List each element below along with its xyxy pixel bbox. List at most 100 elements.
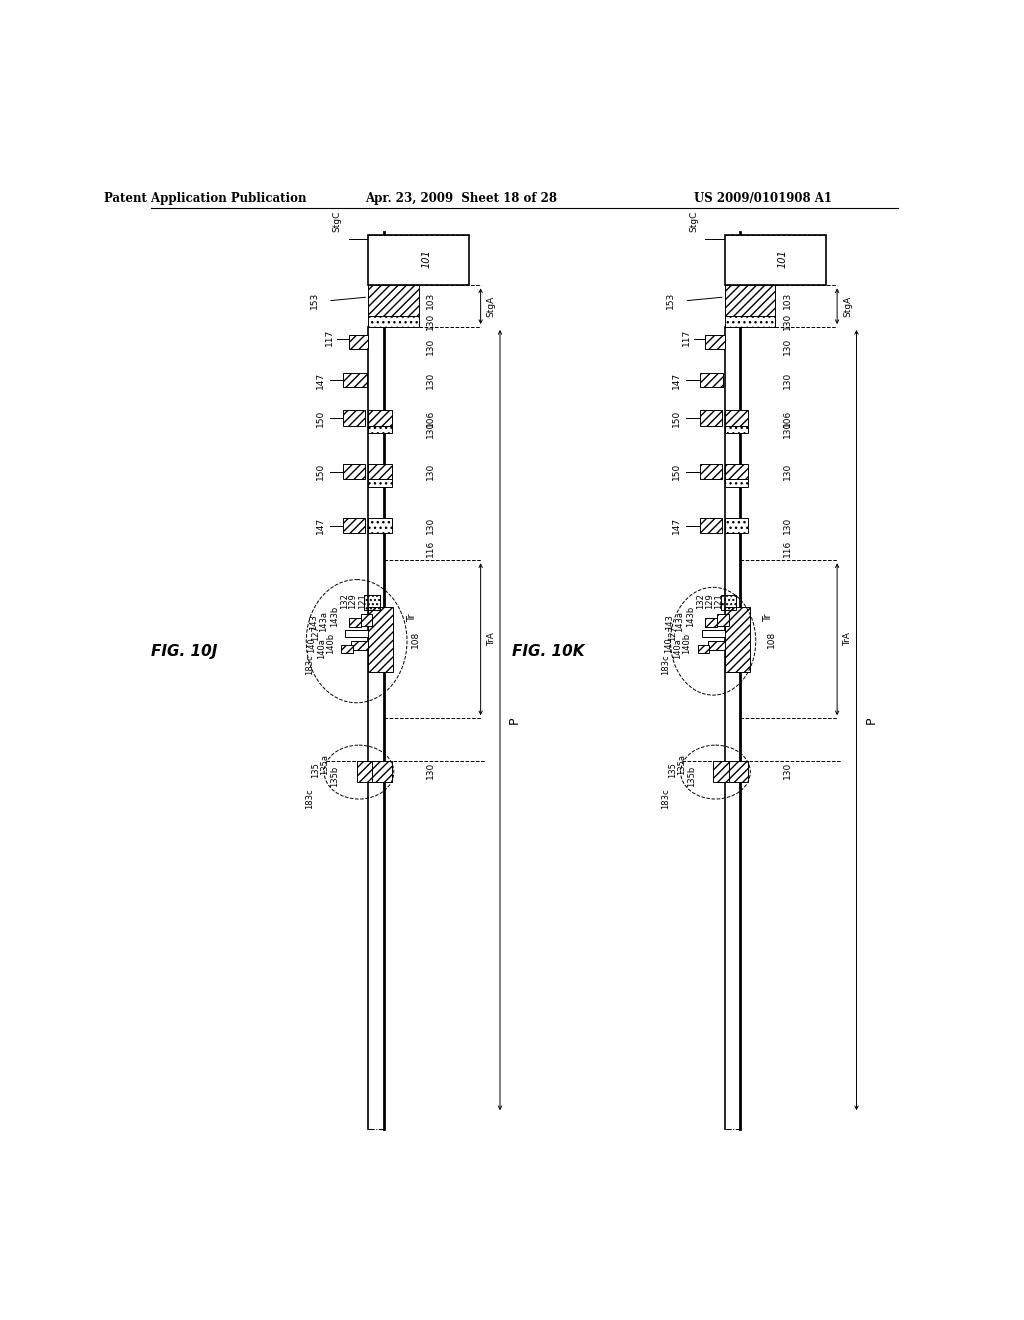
Text: TrA: TrA [486, 632, 496, 647]
Text: 117: 117 [325, 329, 334, 346]
Text: 132: 132 [696, 593, 706, 609]
Text: 147: 147 [315, 517, 325, 535]
Text: 135a: 135a [677, 754, 686, 775]
Bar [369, 479, 391, 487]
Text: 130: 130 [426, 517, 435, 535]
Text: 135: 135 [311, 763, 321, 779]
Bar [360, 614, 372, 626]
Text: 130: 130 [426, 762, 435, 779]
Bar [341, 645, 352, 653]
Bar [369, 235, 469, 285]
Text: FIG. 10K: FIG. 10K [512, 644, 585, 659]
Text: Tr: Tr [764, 614, 773, 622]
Text: 117: 117 [682, 329, 690, 346]
Text: 183c: 183c [305, 653, 314, 675]
Text: 116: 116 [426, 540, 435, 557]
Bar [725, 235, 825, 285]
Bar [349, 618, 360, 627]
Text: 143a: 143a [318, 611, 328, 632]
Text: 140b: 140b [326, 632, 335, 655]
Text: TrA: TrA [844, 632, 852, 647]
Text: 150: 150 [672, 463, 681, 480]
Bar [725, 760, 748, 781]
Text: 140a: 140a [316, 639, 326, 659]
Text: 130: 130 [783, 517, 792, 535]
Bar [343, 465, 366, 479]
Text: 132: 132 [340, 593, 349, 609]
Bar [700, 374, 723, 387]
Text: 121: 121 [714, 593, 723, 609]
Text: 135b: 135b [331, 766, 340, 787]
Text: 130: 130 [426, 313, 435, 330]
Bar [345, 630, 369, 638]
Text: 108: 108 [411, 631, 420, 648]
Bar [721, 595, 736, 610]
Bar [369, 411, 391, 425]
Text: 143b: 143b [686, 606, 695, 627]
Text: 183c: 183c [662, 789, 671, 809]
Text: P: P [508, 717, 521, 723]
Text: 103: 103 [426, 292, 435, 309]
Text: 183c: 183c [662, 653, 671, 675]
Bar [725, 425, 748, 433]
Bar [725, 411, 748, 425]
Bar [369, 465, 391, 479]
Text: 143: 143 [666, 614, 675, 630]
Text: 130: 130 [426, 421, 435, 438]
Bar [706, 618, 717, 627]
Bar [369, 317, 419, 327]
Text: 147: 147 [315, 372, 325, 388]
Bar [356, 760, 372, 781]
Bar [701, 630, 725, 638]
Text: 101: 101 [778, 249, 787, 268]
Text: 130: 130 [426, 463, 435, 480]
Text: FIG. 10J: FIG. 10J [152, 644, 218, 659]
Text: 103: 103 [783, 292, 792, 309]
Text: Apr. 23, 2009  Sheet 18 of 28: Apr. 23, 2009 Sheet 18 of 28 [366, 191, 557, 205]
Text: 130: 130 [783, 463, 792, 480]
Text: 183c: 183c [305, 789, 314, 809]
Bar [369, 760, 391, 781]
Bar [349, 335, 369, 348]
Text: 135a: 135a [321, 754, 330, 775]
Text: 121: 121 [357, 593, 367, 609]
Bar [700, 411, 722, 425]
Text: 143: 143 [309, 614, 317, 630]
Bar [343, 517, 366, 533]
Text: 140: 140 [307, 638, 316, 653]
Bar [369, 285, 419, 317]
Bar [700, 517, 722, 533]
Bar [365, 595, 380, 610]
Bar [725, 465, 748, 479]
Bar [697, 645, 710, 653]
Text: 130: 130 [783, 421, 792, 438]
Text: 129: 129 [705, 593, 714, 609]
Text: 130: 130 [426, 338, 435, 355]
Text: 135: 135 [668, 763, 677, 779]
Text: 153: 153 [309, 292, 318, 309]
Text: Patent Application Publication: Patent Application Publication [104, 191, 307, 205]
Text: StgA: StgA [486, 296, 496, 317]
Text: 127: 127 [668, 626, 677, 642]
Text: 106: 106 [783, 409, 792, 426]
Bar [708, 642, 725, 651]
Text: 127: 127 [311, 626, 321, 642]
Text: 147: 147 [672, 517, 681, 535]
Bar [725, 317, 775, 327]
Text: 130: 130 [783, 338, 792, 355]
Text: 130: 130 [426, 371, 435, 389]
Bar [706, 335, 725, 348]
Bar [369, 425, 391, 433]
Text: StgA: StgA [844, 296, 852, 317]
Bar [369, 607, 393, 672]
Text: StgC: StgC [689, 210, 698, 231]
Text: 140a: 140a [673, 639, 682, 659]
Bar [700, 465, 722, 479]
Text: US 2009/0101908 A1: US 2009/0101908 A1 [694, 191, 833, 205]
Text: 135b: 135b [687, 766, 696, 787]
Text: P: P [864, 717, 878, 723]
Bar [725, 479, 748, 487]
Text: 150: 150 [672, 409, 681, 426]
Text: 143a: 143a [676, 611, 684, 632]
Text: 101: 101 [421, 249, 431, 268]
